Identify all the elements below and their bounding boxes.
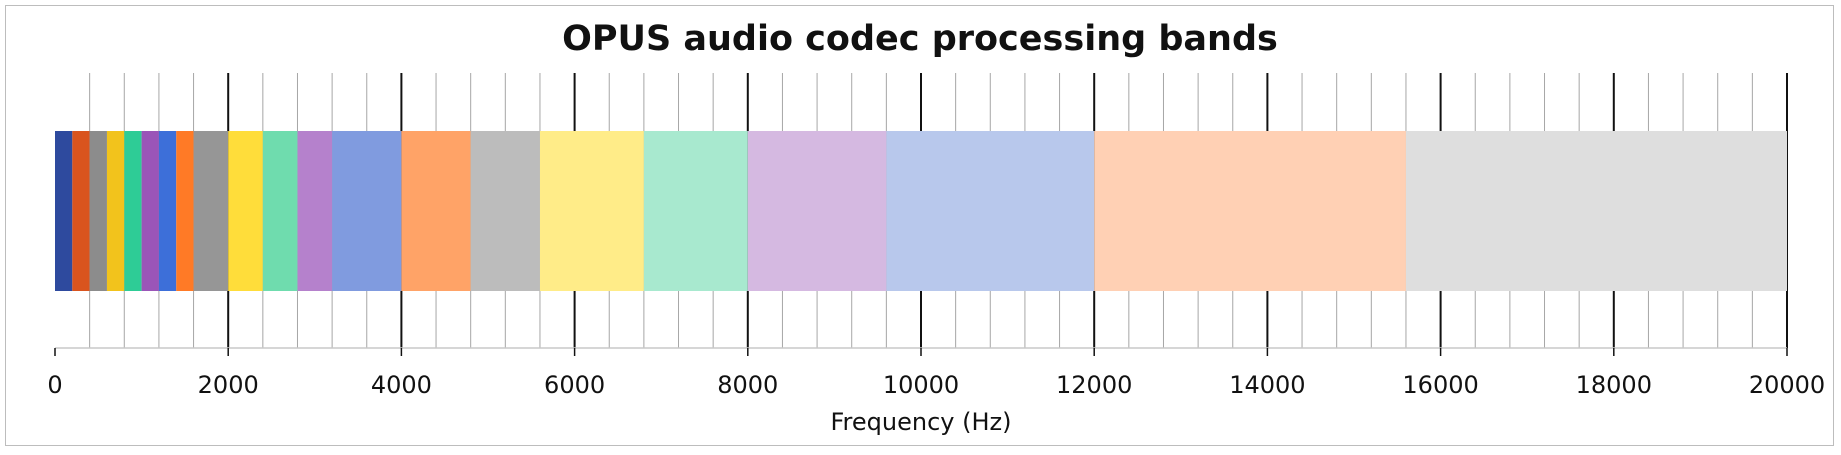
band-bar — [747, 131, 887, 291]
x-axis-title: Frequency (Hz) — [831, 408, 1012, 436]
band-bar — [643, 131, 748, 291]
chart-title: OPUS audio codec processing bands — [562, 19, 1278, 59]
band-bar — [1405, 131, 1787, 291]
band-bars — [55, 131, 1787, 291]
x-tick-label: 2000 — [198, 371, 259, 399]
band-bar — [401, 131, 471, 291]
band-bar — [539, 131, 644, 291]
x-axis-ticks — [54, 348, 1788, 356]
x-tick-label: 6000 — [544, 371, 605, 399]
band-bar — [106, 131, 125, 291]
band-bar — [332, 131, 402, 291]
x-tick-label: 14000 — [1229, 371, 1305, 399]
x-tick-label: 18000 — [1576, 371, 1652, 399]
band-bar — [89, 131, 107, 291]
band-bar — [297, 131, 333, 291]
x-tick-label: 16000 — [1402, 371, 1478, 399]
band-bar — [124, 131, 142, 291]
band-bar — [55, 131, 73, 291]
x-tick-label: 8000 — [717, 371, 778, 399]
band-bar — [886, 131, 1095, 291]
band-bar — [72, 131, 90, 291]
band-bar — [470, 131, 540, 291]
band-bar — [176, 131, 194, 291]
x-tick-label: 20000 — [1749, 371, 1825, 399]
band-bar — [1094, 131, 1406, 291]
x-tick-label: 12000 — [1056, 371, 1132, 399]
band-bar — [193, 131, 229, 291]
band-bar — [228, 131, 263, 291]
x-tick-label: 0 — [47, 371, 62, 399]
x-tick-label: 4000 — [371, 371, 432, 399]
x-axis-tick-labels: 0 2000 4000 6000 8000 10000 12000 14000 16000 180… — [47, 371, 1825, 399]
band-bar — [262, 131, 298, 291]
x-tick-label: 10000 — [883, 371, 959, 399]
band-bar — [141, 131, 159, 291]
band-bar — [158, 131, 177, 291]
